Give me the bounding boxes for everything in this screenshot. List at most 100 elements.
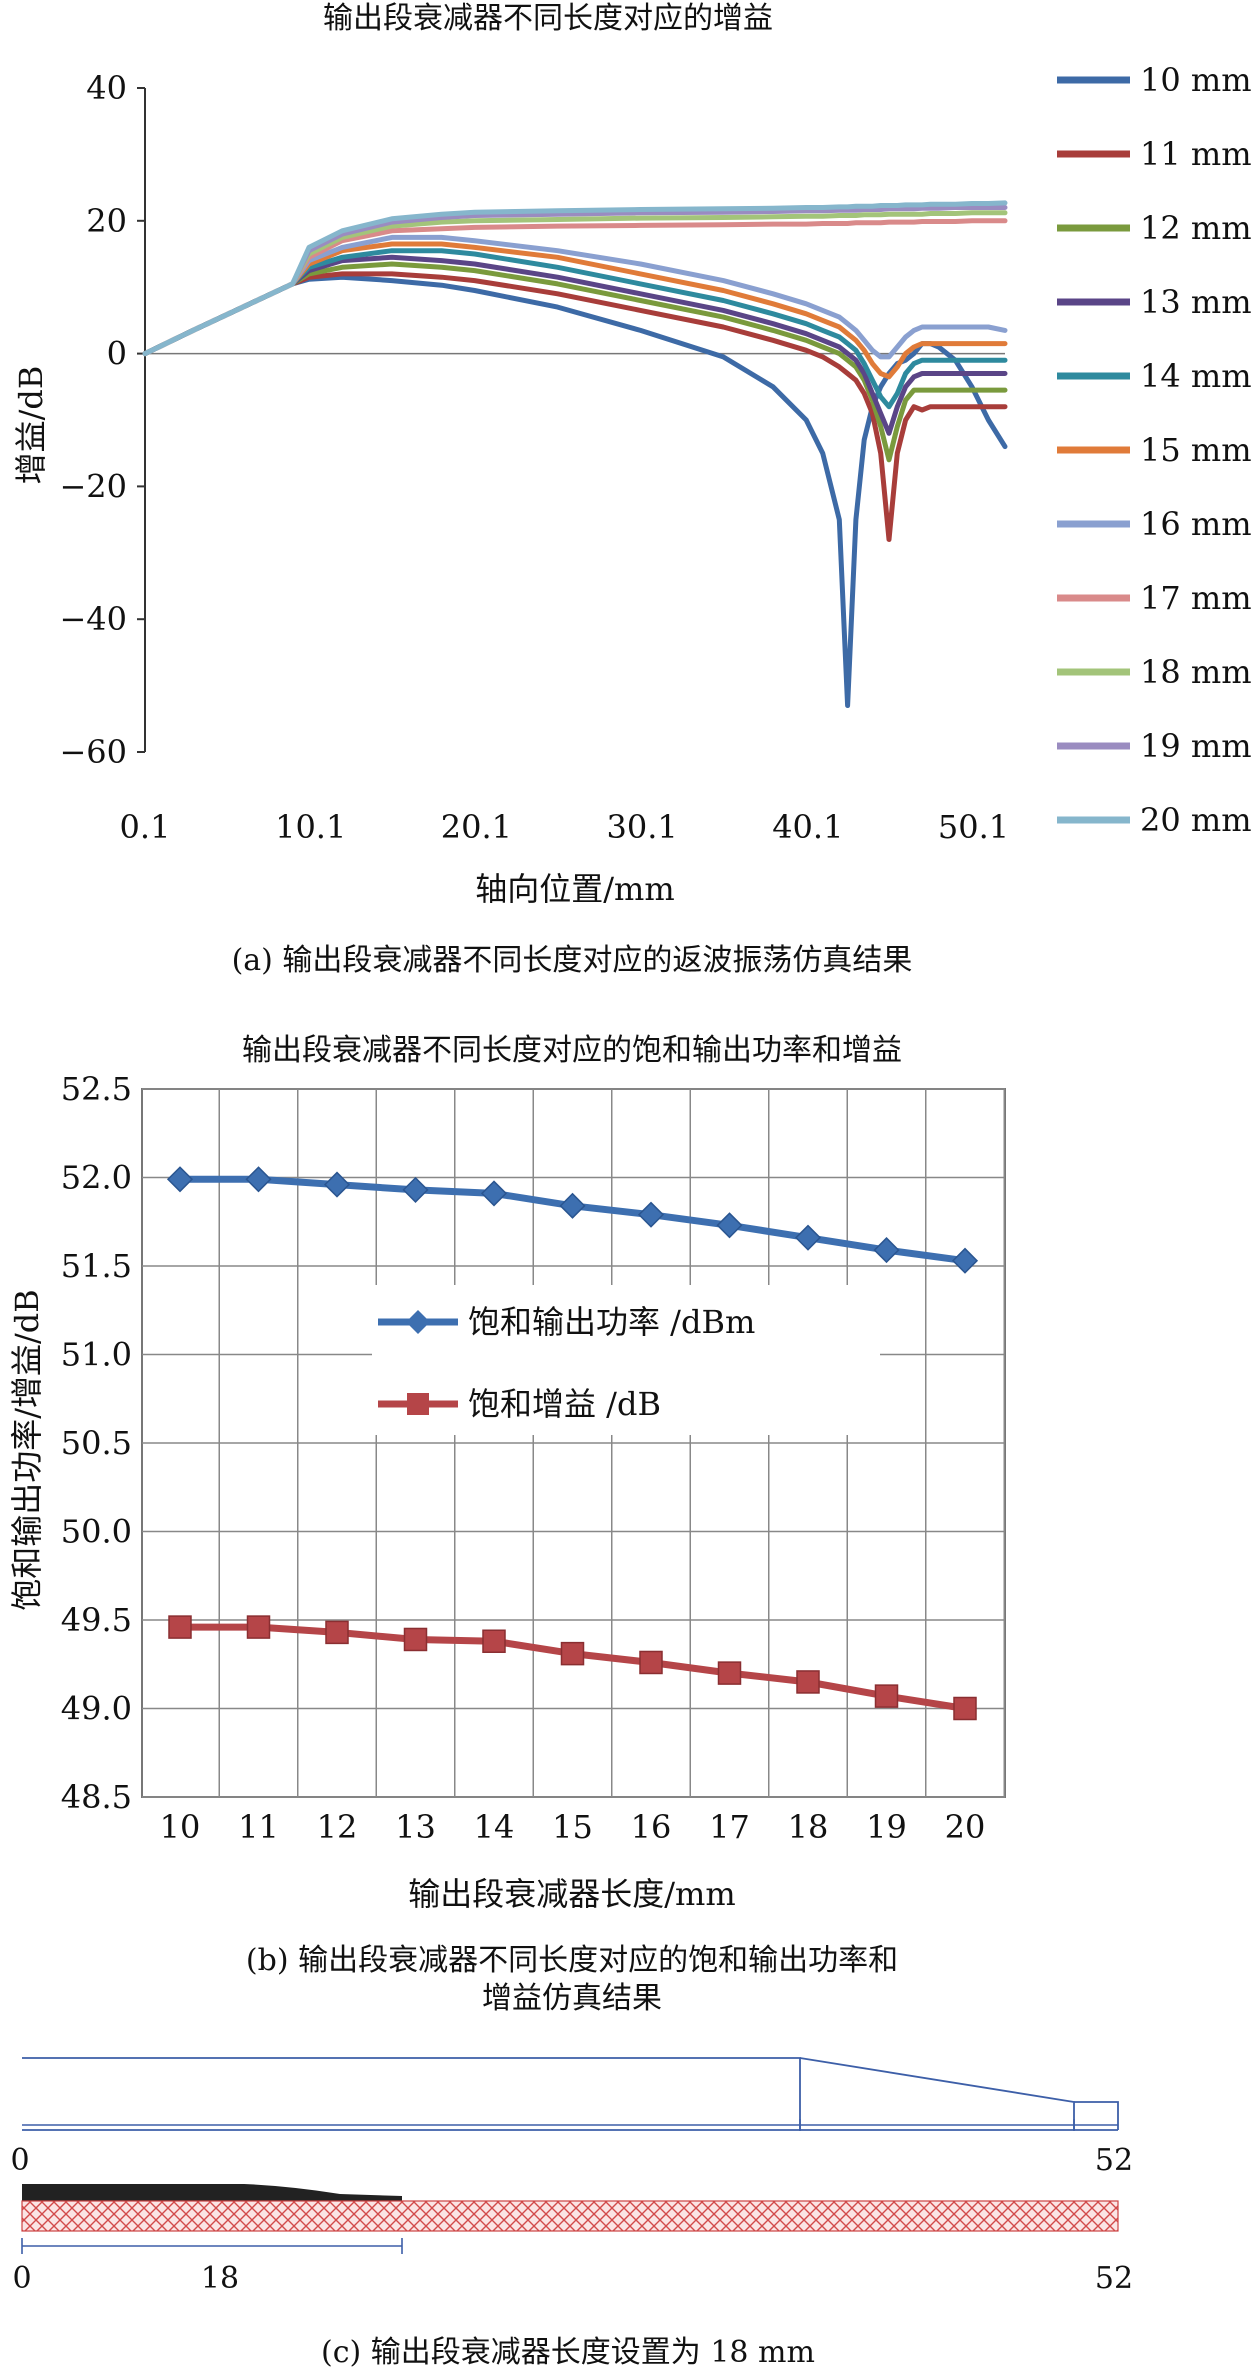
x-tick-label: 14 — [474, 1808, 515, 1846]
point-marker-gain — [953, 1696, 977, 1721]
tube-profile — [22, 2057, 801, 2130]
y-tick-label: 0 — [107, 335, 127, 373]
saturation-chart-title: 输出段衰减器不同长度对应的饱和输出功率和增益 — [242, 1033, 902, 1068]
attenuator-coating — [22, 2184, 402, 2201]
y-tick-label: −20 — [59, 467, 127, 505]
gain-chart-series — [142, 200, 1008, 708]
point-marker-gain — [168, 1615, 192, 1639]
saturation-chart-xlabel: 输出段衰减器长度/mm — [408, 1875, 735, 1913]
series-line-14mm — [142, 248, 1008, 410]
legend-marker — [406, 1310, 430, 1334]
series-line-12mm — [142, 261, 1008, 463]
x-tick-label: 17 — [709, 1808, 750, 1846]
point-marker-gain — [874, 1684, 899, 1708]
series-line-18mm — [142, 210, 1008, 357]
y-tick-label: 48.5 — [61, 1778, 132, 1816]
legend-label: 15 mm — [1140, 431, 1252, 469]
bottom-label-18: 18 — [201, 2261, 239, 2296]
x-tick-label: 0.1 — [120, 808, 171, 846]
point-marker-power — [637, 1201, 665, 1228]
series-line-19mm — [142, 205, 1008, 357]
point-marker-power — [245, 1166, 272, 1193]
legend-label: 12 mm — [1140, 209, 1252, 247]
attenuator-diagram: 0 52 0 18 52 (c) 输出段衰减器长度设置为 18 mm — [10, 2057, 1133, 2370]
hatched-body — [21, 2200, 1119, 2232]
legend-label: 14 mm — [1140, 357, 1252, 395]
x-tick-label: 15 — [552, 1808, 593, 1846]
x-tick-label: 13 — [395, 1808, 436, 1846]
point-marker-gain — [560, 1641, 585, 1666]
y-tick-label: 49.5 — [61, 1601, 132, 1639]
y-tick-label: −60 — [59, 733, 127, 771]
saturation-chart-caption-line1: (b) 输出段衰减器不同长度对应的饱和输出功率和 — [246, 1943, 898, 1978]
y-tick-label: 20 — [86, 202, 127, 240]
x-tick-label: 18 — [788, 1808, 829, 1846]
point-marker-gain — [717, 1661, 742, 1685]
legend-label: 饱和输出功率 /dBm — [468, 1303, 755, 1341]
series-line-13mm — [142, 254, 1008, 436]
x-tick-label: 30.1 — [606, 808, 677, 846]
top-dimension — [22, 2119, 1118, 2131]
bottom-label-end: 52 — [1095, 2261, 1133, 2296]
tube-taper — [799, 2057, 1075, 2130]
saturation-chart-y-ticks: 52.5 52.0 51.5 51.0 50.5 50.0 49.5 49.0 48.5 — [61, 1070, 132, 1816]
gain-chart-axes — [137, 87, 1005, 753]
gain-chart-xlabel: 轴向位置/mm — [475, 870, 674, 908]
point-marker-power — [951, 1247, 979, 1274]
series-line-10mm — [142, 274, 1008, 708]
x-tick-label: 12 — [317, 1808, 358, 1846]
gain-chart-legend: 10 mm 11 mm 12 mm 13 mm 14 mm 15 mm 16 mm 17 mm… — [1057, 61, 1252, 839]
legend-label: 20 mm — [1140, 801, 1252, 839]
series-line-11mm — [142, 271, 1008, 542]
saturation-chart-grid — [141, 1088, 1006, 1798]
legend-label: 16 mm — [1140, 505, 1252, 543]
legend-label: 饱和增益 /dB — [468, 1385, 661, 1423]
saturation-chart-legend: 饱和输出功率 /dBm 饱和增益 /dB — [372, 1285, 880, 1435]
point-marker-power — [794, 1224, 822, 1251]
gain-chart-x-ticks: 0.1 10.1 20.1 30.1 40.1 50.1 — [120, 808, 1010, 846]
legend-label: 19 mm — [1140, 727, 1252, 765]
y-tick-label: 51.5 — [61, 1247, 132, 1285]
point-marker-power — [166, 1166, 194, 1193]
gain-chart-title: 输出段衰减器不同长度对应的增益 — [323, 1, 773, 36]
x-tick-label: 16 — [631, 1808, 672, 1846]
y-tick-label: 51.0 — [61, 1336, 132, 1374]
y-tick-label: 50.0 — [61, 1513, 132, 1551]
point-marker-gain — [482, 1629, 506, 1653]
tube-end — [1074, 2101, 1119, 2130]
x-tick-label: 20 — [945, 1808, 986, 1846]
point-marker-gain — [796, 1670, 820, 1694]
legend-label: 13 mm — [1140, 283, 1252, 321]
diagram-caption: (c) 输出段衰减器长度设置为 18 mm — [321, 2335, 815, 2370]
gain-chart-y-ticks: 40 20 0 −20 −40 −60 — [59, 69, 127, 771]
x-tick-label: 19 — [866, 1808, 907, 1846]
x-tick-label: 10 — [160, 1808, 201, 1846]
gain-chart-caption: (a) 输出段衰减器不同长度对应的返波振荡仿真结果 — [232, 943, 913, 978]
bottom-dimension — [21, 2238, 403, 2254]
y-tick-label: 49.0 — [61, 1690, 132, 1728]
point-marker-power — [402, 1176, 429, 1203]
series-line-16mm — [142, 234, 1008, 360]
legend-label: 11 mm — [1140, 135, 1252, 173]
y-tick-label: 40 — [86, 69, 127, 107]
series-line-15mm — [142, 241, 1008, 380]
y-tick-label: 52.0 — [61, 1159, 132, 1197]
point-marker-gain — [403, 1627, 428, 1652]
gain-chart: 输出段衰减器不同长度对应的增益 40 20 0 −20 −40 −60 0.1 10.1 20… — [12, 1, 1252, 978]
legend-background — [372, 1285, 880, 1435]
point-marker-power — [716, 1212, 743, 1239]
x-tick-label: 11 — [238, 1808, 279, 1846]
saturation-chart-x-ticks: 10 11 12 13 14 15 16 17 18 19 20 — [160, 1808, 986, 1846]
saturation-chart: 输出段衰减器不同长度对应的饱和输出功率和增益 52.5 52.0 51.5 51.0 5… — [8, 1033, 1006, 2016]
y-tick-label: 52.5 — [61, 1070, 132, 1108]
gain-chart-ylabel: 增益/dB — [12, 366, 50, 485]
point-marker-power — [480, 1180, 508, 1207]
point-marker-power — [559, 1192, 586, 1219]
x-tick-label: 20.1 — [441, 808, 512, 846]
tube-outline — [22, 2057, 1119, 2131]
legend-label: 17 mm — [1140, 579, 1252, 617]
y-tick-label: −40 — [59, 600, 127, 638]
saturation-chart-caption-line2: 增益仿真结果 — [482, 1981, 662, 2016]
point-marker-gain — [246, 1615, 271, 1639]
